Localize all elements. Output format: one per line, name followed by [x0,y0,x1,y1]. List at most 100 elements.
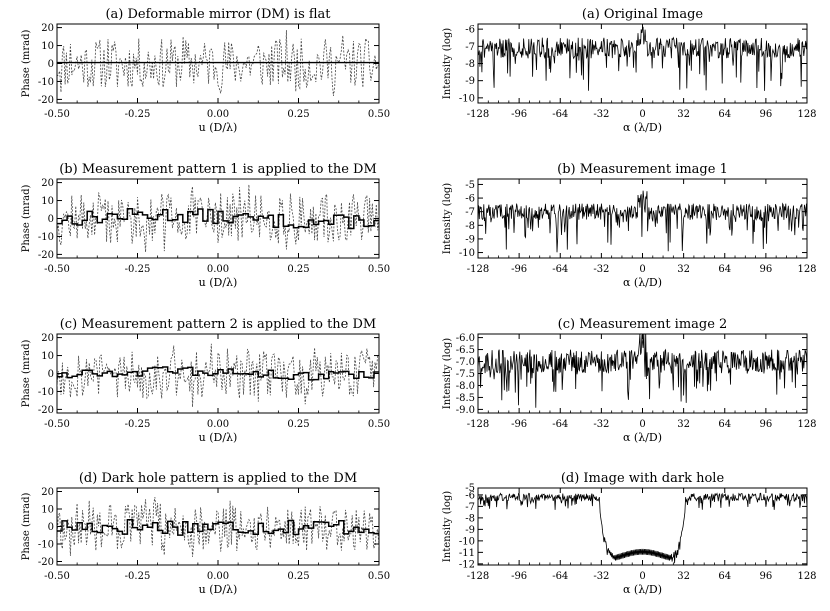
chart-title: (c) Measurement image 2 [558,317,728,332]
x-axis-label: α (λ/D) [623,431,662,444]
y-tick-label: -6 [465,25,475,36]
y-tick-label: -8 [465,513,475,524]
x-axis-label: u (D/λ) [199,121,238,134]
plot-frame [56,23,380,104]
y-tick-label: 10 [41,505,54,516]
x-tick-label: 0 [639,264,645,275]
y-tick-label: -7 [465,502,475,513]
x-axis-label: α (λ/D) [623,276,662,289]
x-tick-label: 0 [639,419,645,430]
y-tick-label: -20 [38,250,54,261]
chart-panel-7: (d) Image with dark hole -128 -96 -64 -32 0 32… [442,471,817,596]
x-tick-label: 32 [677,419,690,430]
y-tick-label: 10 [41,41,54,52]
y-tick-label: -10 [38,232,54,243]
x-tick-label: 32 [677,264,690,275]
x-tick-label: 128 [797,571,816,582]
x-tick-label: -32 [593,571,609,582]
y-tick-label: -9 [465,76,475,87]
y-tick-label: -10 [459,93,475,104]
x-tick-label: -128 [467,264,489,275]
series-intensity-line [478,334,807,408]
x-axis-label: u (D/λ) [199,431,238,444]
x-tick-label: -96 [511,264,527,275]
chart-panel-2: (b) Measurement pattern 1 is applied to … [21,162,390,289]
chart-title: (b) Measurement pattern 1 is applied to … [59,162,377,177]
y-tick-label: -20 [38,405,54,416]
x-tick-label: -0.25 [125,419,151,430]
x-tick-label: -32 [593,419,609,430]
series-DM-line [57,518,379,536]
x-tick-label: -0.50 [44,419,70,430]
chart-panel-1: (a) Original Image -128 -96 -64 -32 0 32 64 96 12… [442,7,817,134]
x-axis-label: α (λ/D) [623,583,662,596]
y-tick-label: -10 [459,248,475,259]
y-tick-label: 0 [48,59,54,70]
x-tick-label: 128 [797,419,816,430]
x-tick-label: 0.00 [207,571,229,582]
plot-area [57,184,379,253]
x-tick-label: -128 [467,109,489,120]
chart-panel-3: (b) Measurement image 1 -128 -96 -64 -32 0 32 6… [442,162,817,289]
x-tick-label: 0.50 [368,419,390,430]
y-tick-label: -20 [38,557,54,568]
series-aberration-line [57,30,379,97]
x-tick-label: 64 [718,264,731,275]
y-tick-label: 10 [41,351,54,362]
x-tick-label: -96 [511,109,527,120]
y-tick-label: -8 [465,59,475,70]
y-tick-label: -9.0 [456,405,475,416]
y-axis-label: Phase (mrad) [21,30,32,98]
x-tick-label: 0.25 [287,109,309,120]
y-axis-label: Intensity (log) [442,338,453,409]
x-tick-label: -128 [467,419,489,430]
chart-title: (c) Measurement pattern 2 is applied to … [60,317,377,332]
chart-panel-6: (d) Dark hole pattern is applied to the … [21,471,390,596]
chart-title: (a) Deformable mirror (DM) is flat [105,7,331,22]
y-tick-label: -8 [465,221,475,232]
y-tick-label: -10 [459,536,475,547]
x-tick-label: -32 [593,109,609,120]
x-tick-label: -0.25 [125,571,151,582]
y-tick-label: 20 [41,23,54,34]
x-tick-label: 96 [760,109,773,120]
y-tick-label: -9 [465,234,475,245]
y-tick-label: 0 [48,369,54,380]
plot-area [478,492,807,564]
x-tick-label: 128 [797,109,816,120]
x-tick-label: 0.00 [207,419,229,430]
series-intensity-line [478,26,807,91]
chart-panel-5: (c) Measurement image 2 -128 -96 -64 -32 0 32 6… [442,317,817,444]
x-tick-label: -64 [552,264,568,275]
x-tick-label: -0.50 [44,571,70,582]
x-tick-label: 0 [639,571,645,582]
y-tick-label: -7.5 [456,369,475,380]
x-tick-label: 0.50 [368,571,390,582]
y-tick-label: -7 [465,207,475,218]
y-tick-label: 10 [41,196,54,207]
y-tick-label: -10 [38,77,54,88]
plot-area [478,190,807,253]
x-tick-label: 0.25 [287,264,309,275]
x-tick-label: 0 [639,109,645,120]
chart-panel-0: (a) Deformable mirror (DM) is flat -0.50 -… [21,7,390,134]
x-tick-label: 96 [760,571,773,582]
x-tick-label: -32 [593,264,609,275]
y-tick-label: -11 [459,548,475,559]
x-axis-label: u (D/λ) [199,276,238,289]
y-tick-label: 20 [41,178,54,189]
y-tick-label: 20 [41,487,54,498]
series-DM-line [57,366,379,381]
x-tick-label: -64 [552,571,568,582]
x-tick-label: 32 [677,109,690,120]
y-tick-label: 20 [41,333,54,344]
y-tick-label: -6.5 [456,345,475,356]
x-tick-label: 0.50 [368,264,390,275]
y-tick-label: -8.0 [456,381,475,392]
x-tick-label: 0.50 [368,109,390,120]
chart-title: (d) Image with dark hole [561,471,725,486]
x-axis-label: α (λ/D) [623,121,662,134]
series-intensity-line [478,492,807,564]
x-axis-label: u (D/λ) [199,583,238,596]
